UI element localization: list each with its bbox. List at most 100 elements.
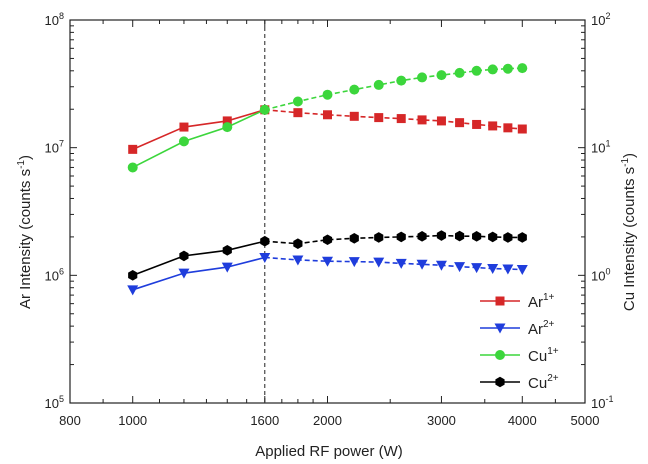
data-point: [436, 230, 447, 241]
data-point: [488, 121, 498, 131]
y-left-tick-label: 108: [45, 11, 64, 28]
data-point: [221, 262, 233, 273]
data-point: [292, 255, 304, 266]
data-point: [502, 63, 513, 74]
y-axis-right-label-sup: -1: [620, 158, 631, 167]
data-point: [502, 264, 514, 275]
series-line-dashed: [264, 256, 523, 271]
y-right-tick-label: 100: [591, 266, 610, 283]
series-cu-1plus: [127, 63, 528, 173]
data-point: [349, 233, 359, 244]
legend-marker: [494, 323, 506, 334]
y-axis-right-label: Cu Intensity (counts s-1): [620, 153, 638, 311]
data-point: [472, 231, 482, 242]
y-axis-right-label-text: Cu Intensity (counts s: [621, 167, 638, 311]
series-line-dashed: [264, 234, 523, 245]
data-point: [396, 114, 406, 124]
y-right-tick-label: 101: [591, 139, 610, 156]
data-point: [374, 113, 384, 123]
data-point: [436, 116, 446, 126]
data-point: [178, 268, 190, 279]
series-ar-2plus: [127, 252, 528, 296]
y-right-tick-label: 102: [591, 11, 610, 28]
legend-label: Ar2+: [528, 319, 555, 338]
series-cu-2plus: [128, 230, 527, 281]
x-tick-label: 3000: [427, 413, 456, 428]
data-point: [436, 70, 447, 81]
data-point: [454, 262, 466, 273]
data-point: [322, 89, 333, 100]
series-line-dashed: [264, 67, 523, 111]
legend-label: Cu1+: [528, 346, 559, 365]
data-point: [128, 144, 138, 154]
data-point: [178, 136, 189, 147]
data-point: [395, 258, 407, 269]
legend: Ar1+ Ar2+ Cu1+ Cu2+: [480, 292, 559, 392]
data-point: [322, 234, 333, 246]
y-axis-right-label-end: ): [621, 153, 638, 158]
data-point: [374, 232, 384, 243]
legend-marker: [495, 350, 505, 360]
data-point: [322, 256, 333, 267]
data-point: [222, 122, 233, 133]
data-point: [417, 231, 427, 242]
data-point: [487, 64, 498, 75]
series-line-solid: [132, 109, 266, 151]
data-point: [348, 257, 360, 268]
data-point: [293, 238, 303, 249]
x-tick-label: 4000: [508, 413, 537, 428]
y-left-tick-label: 106: [45, 266, 64, 283]
y-left-tick-label: 107: [45, 139, 64, 156]
data-point: [472, 119, 482, 129]
data-point: [503, 123, 513, 133]
x-tick-label: 1600: [250, 413, 279, 428]
legend-marker: [495, 296, 505, 306]
y-axis-left-label: Ar Intensity (counts s-1): [16, 155, 34, 309]
y-axis-left-label-sup: -1: [16, 160, 27, 169]
data-point: [222, 116, 232, 126]
data-point: [517, 232, 527, 243]
data-point: [179, 122, 189, 132]
legend-marker: [495, 376, 505, 388]
y-right-tick-label: 10-1: [591, 394, 613, 411]
data-point: [517, 63, 528, 74]
data-point: [373, 79, 384, 90]
x-tick-label: 5000: [571, 413, 600, 428]
data-point: [349, 111, 359, 121]
data-point: [323, 110, 332, 120]
y-axis-left-label-end: ): [17, 155, 34, 160]
data-point: [417, 115, 427, 125]
data-point: [455, 118, 465, 128]
data-point: [396, 231, 406, 243]
data-point: [349, 84, 360, 95]
series-line-solid: [132, 240, 265, 277]
data-point: [516, 265, 528, 276]
data-point: [259, 104, 270, 115]
series-ar-1plus: [128, 105, 527, 154]
x-tick-label: 1000: [118, 413, 147, 428]
data-point: [471, 263, 483, 274]
x-axis-label: Applied RF power (W): [255, 443, 403, 460]
data-point: [471, 65, 482, 76]
data-point: [435, 260, 447, 271]
data-point: [222, 245, 232, 256]
y-left-tick-label: 105: [45, 394, 64, 411]
data-point: [127, 285, 139, 296]
y-axis-left-label-text: Ar Intensity (counts s: [17, 169, 34, 309]
data-point: [293, 108, 303, 118]
data-point: [373, 257, 385, 268]
series-line-solid: [132, 256, 265, 291]
data-point: [416, 259, 428, 270]
data-point: [487, 264, 499, 275]
legend-label: Cu2+: [528, 373, 559, 392]
data-point: [488, 231, 498, 243]
data-point: [259, 252, 271, 263]
x-tick-label: 2000: [313, 413, 342, 428]
data-point: [260, 235, 270, 247]
data-point: [503, 232, 513, 243]
plot-frame: [69, 19, 586, 404]
series-line-solid: [132, 109, 266, 169]
data-point: [396, 75, 407, 86]
data-point: [127, 162, 138, 173]
